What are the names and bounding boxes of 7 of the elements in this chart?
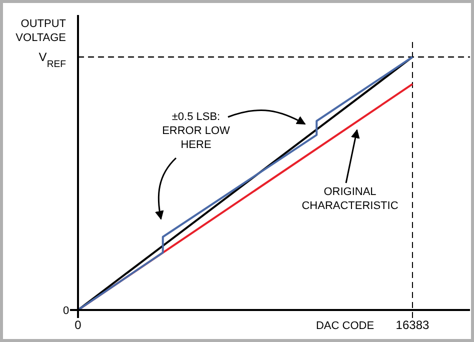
ref-line-label: V$_{REF}$ xyxy=(38,50,66,70)
x-tick-label: 16383 xyxy=(396,318,430,332)
annotation: ORIGINAL CHARACTERISTIC xyxy=(302,186,398,212)
x-axis-title: DAC CODE xyxy=(316,320,374,332)
text: 0 xyxy=(62,305,70,317)
y-axis-title: OUTPUT VOLTAGE xyxy=(16,18,66,44)
annotation: ±0.5 LSB: ERROR LOW HERE xyxy=(162,111,231,151)
